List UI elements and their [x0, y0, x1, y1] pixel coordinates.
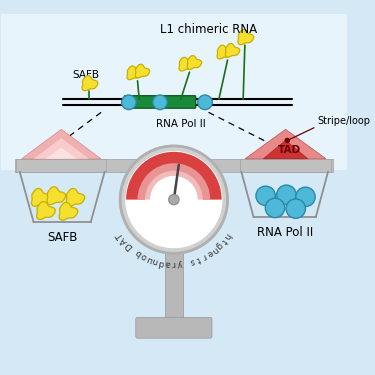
Text: b: b — [134, 248, 143, 258]
Wedge shape — [138, 163, 210, 200]
Text: A: A — [119, 236, 130, 246]
Text: r: r — [200, 251, 208, 261]
Polygon shape — [225, 44, 240, 57]
Text: o: o — [140, 251, 148, 261]
Text: r: r — [172, 259, 176, 268]
Bar — [15, 159, 333, 172]
Text: u: u — [145, 254, 154, 264]
Polygon shape — [82, 76, 98, 91]
Bar — [16, 159, 106, 172]
Text: L1: L1 — [153, 97, 167, 107]
Text: SAFB: SAFB — [47, 231, 77, 244]
Text: t: t — [219, 236, 228, 244]
Text: d: d — [158, 258, 165, 267]
Polygon shape — [245, 129, 326, 159]
Circle shape — [265, 198, 285, 217]
Polygon shape — [34, 138, 89, 159]
Text: s: s — [189, 256, 196, 266]
FancyBboxPatch shape — [124, 96, 196, 108]
Polygon shape — [263, 141, 308, 159]
Text: RNA Pol II: RNA Pol II — [156, 119, 206, 129]
Polygon shape — [217, 45, 231, 59]
Circle shape — [285, 138, 290, 143]
Circle shape — [296, 187, 315, 207]
Polygon shape — [179, 57, 194, 71]
Bar — [165, 165, 183, 326]
Circle shape — [169, 194, 179, 205]
Polygon shape — [135, 64, 150, 78]
Polygon shape — [59, 202, 78, 220]
Bar — [1, 14, 347, 170]
Text: g: g — [214, 240, 224, 250]
Circle shape — [256, 186, 275, 206]
Text: TAD: TAD — [278, 145, 301, 155]
Text: y: y — [177, 259, 183, 268]
Text: T: T — [116, 231, 126, 240]
Circle shape — [153, 95, 167, 110]
Bar — [240, 159, 332, 172]
Circle shape — [122, 95, 136, 110]
Circle shape — [198, 95, 212, 110]
FancyBboxPatch shape — [136, 317, 212, 338]
Polygon shape — [47, 187, 66, 205]
Text: n: n — [209, 244, 219, 255]
Text: t: t — [195, 254, 201, 264]
Polygon shape — [37, 202, 55, 219]
Polygon shape — [66, 189, 85, 206]
Text: h: h — [222, 231, 232, 240]
Polygon shape — [22, 129, 101, 159]
Polygon shape — [45, 148, 77, 159]
Circle shape — [120, 146, 228, 253]
Circle shape — [286, 199, 306, 218]
Polygon shape — [238, 30, 254, 45]
Text: a: a — [165, 259, 171, 268]
Circle shape — [124, 150, 223, 249]
Text: n: n — [152, 256, 159, 266]
Text: RNA Pol II: RNA Pol II — [256, 226, 313, 238]
Text: L1 chimeric RNA: L1 chimeric RNA — [160, 23, 257, 36]
Text: D: D — [123, 240, 134, 250]
Text: Stripe/loop: Stripe/loop — [317, 116, 370, 126]
Wedge shape — [126, 152, 222, 200]
Polygon shape — [127, 66, 141, 80]
Polygon shape — [187, 56, 202, 69]
Text: SAFB: SAFB — [72, 70, 99, 80]
Text: e: e — [205, 248, 214, 258]
Polygon shape — [32, 189, 50, 206]
Circle shape — [150, 176, 197, 223]
Circle shape — [277, 185, 296, 204]
